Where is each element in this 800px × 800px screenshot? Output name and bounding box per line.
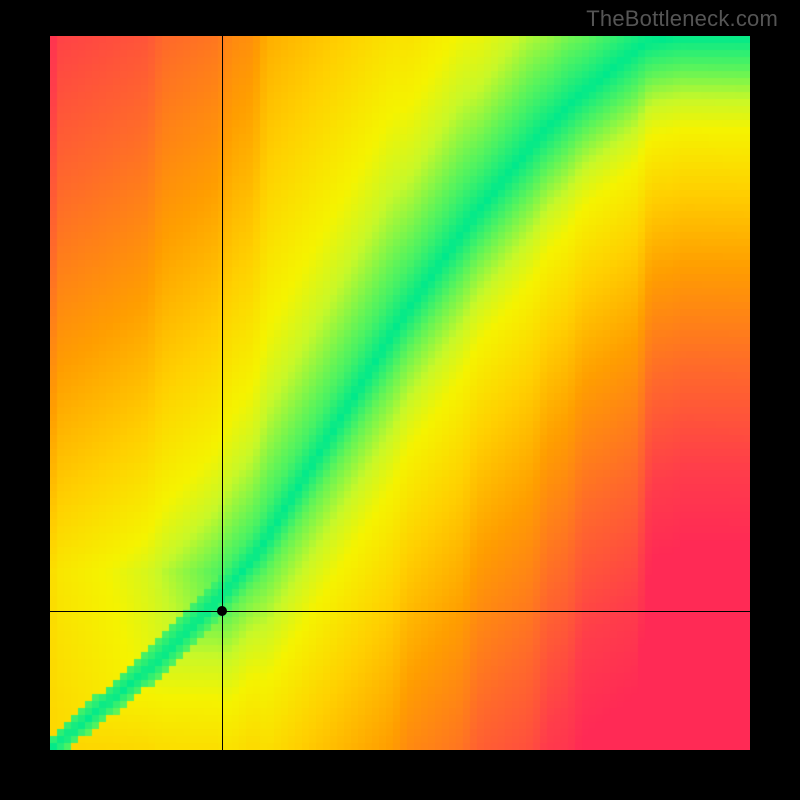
watermark-text: TheBottleneck.com [586,6,778,32]
heatmap-canvas [50,36,750,750]
selected-point [217,606,227,616]
chart-stage: TheBottleneck.com [0,0,800,800]
crosshair-vertical [222,36,223,750]
plot-area [50,36,750,750]
crosshair-horizontal [50,611,750,612]
